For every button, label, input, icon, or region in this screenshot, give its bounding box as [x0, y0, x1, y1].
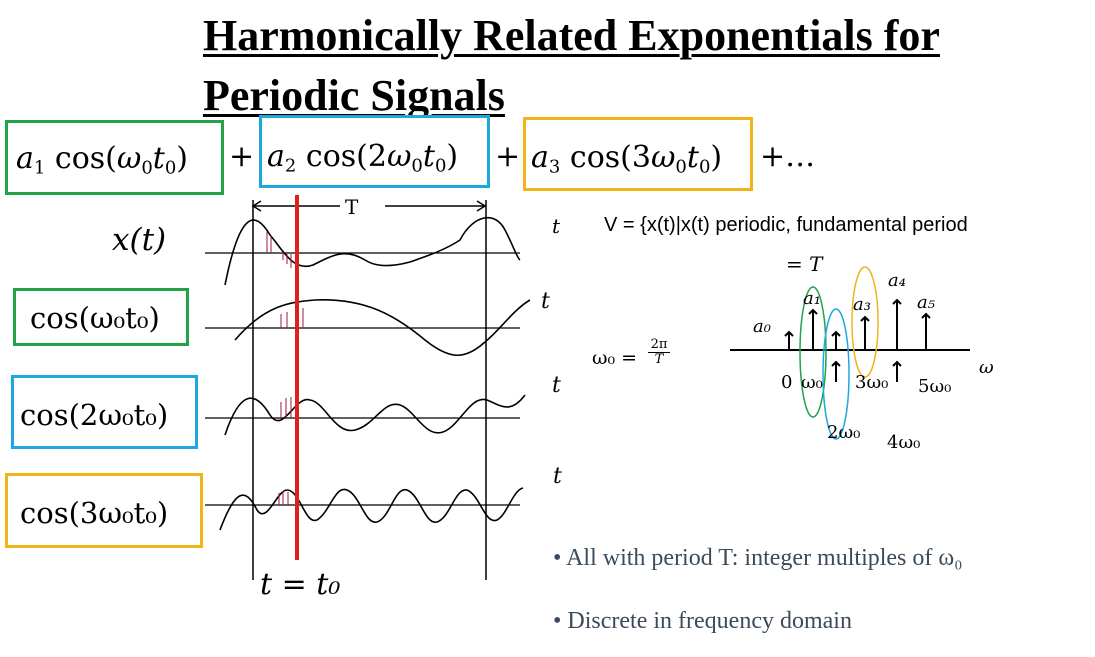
xt-shading	[266, 232, 292, 268]
omega0-numerator: 2π	[648, 338, 670, 353]
cos3-waveform	[219, 487, 524, 531]
tick-3omega0: 3ω₀	[855, 372, 888, 393]
term3-expression: a3 cos(3ω0t0)	[531, 143, 722, 176]
term2-omega: ω	[386, 139, 412, 174]
spectrum-spikes	[784, 298, 931, 382]
cos1-shading	[280, 308, 304, 328]
tick-2omega0: 2ω₀	[827, 422, 860, 443]
term3-func: cos(3	[569, 140, 651, 175]
cos1-label-box: cos(ω₀t₀)	[13, 288, 189, 346]
t-axis-label-2: t	[552, 373, 561, 398]
definition-set: V = {x(t)|x(t) periodic, fundamental per…	[604, 214, 968, 236]
term3-t-sub: 0	[698, 156, 711, 178]
plus-sign-1: +	[229, 139, 255, 174]
title-line-1: Harmonically Related Exponentials for	[203, 11, 940, 60]
definition-t-label: t	[552, 214, 561, 238]
term3-omega: ω	[650, 140, 676, 175]
bullet-1: • All with period T: integer multiples o…	[553, 545, 963, 572]
title-line-2: Periodic Signals	[203, 71, 505, 120]
term2-coef-sub: 2	[284, 155, 297, 177]
term2-close: )	[446, 139, 459, 174]
spectrum-ellipse-orange	[851, 266, 879, 378]
t-axis-label-1: t	[541, 289, 550, 314]
bullet-dot-2: •	[553, 608, 568, 634]
term3-t: t	[686, 140, 699, 175]
term1-func: cos(	[54, 141, 117, 176]
cos1-label: cos(ω₀t₀)	[30, 301, 160, 335]
term1-omega: ω	[116, 141, 142, 176]
cos3-label-box: cos(3ω₀t₀)	[5, 473, 203, 548]
omega0-fraction: 2π T	[648, 338, 670, 367]
period-arrowhead-right	[476, 200, 487, 212]
term1-box: a1 cos(ω0t0)	[5, 120, 224, 195]
term2-t: t	[422, 139, 435, 174]
t-axis-label-3: t	[553, 464, 562, 489]
term2-func: cos(2	[305, 139, 387, 174]
spectrum-ellipse-green	[799, 286, 827, 418]
term2-expression: a2 cos(2ω0t0)	[267, 142, 458, 175]
term1-t: t	[152, 141, 165, 176]
coef-a5: a₅	[917, 292, 935, 313]
omega-axis-label: ω	[979, 357, 994, 378]
coef-a4: a₄	[888, 270, 906, 291]
tick-5omega0: 5ω₀	[918, 376, 951, 397]
term3-coef: a	[531, 140, 549, 175]
tick-4omega0: 4ω₀	[887, 432, 920, 453]
omega0-denominator: T	[654, 352, 664, 367]
term3-omega-sub: 0	[675, 156, 687, 178]
tick-omega0: ω₀	[801, 372, 823, 393]
period-label: T	[345, 195, 359, 219]
cos2-waveform	[224, 394, 526, 436]
term1-expression: a1 cos(ω0t0)	[16, 144, 188, 177]
cos3-label: cos(3ω₀t₀)	[20, 496, 169, 530]
cos1-waveform	[234, 299, 531, 356]
t-equals-t0-label: t = t₀	[260, 567, 341, 602]
term2-t-sub: 0	[434, 155, 447, 177]
spectrum-ellipse-blue	[822, 308, 850, 440]
xt-waveform	[224, 216, 521, 286]
term2-omega-sub: 0	[411, 155, 423, 177]
x-of-t-label: x(t)	[112, 222, 167, 258]
cos2-label: cos(2ω₀t₀)	[20, 398, 169, 432]
omega0-definition: ω₀ =	[592, 347, 637, 369]
definition-set-line2: = T	[786, 252, 823, 276]
bullet-2: • Discrete in frequency domain	[553, 608, 852, 635]
term2-coef: a	[267, 139, 285, 174]
coef-a0: a₀	[753, 316, 771, 337]
spectrum-sketch: a₀ a₁ a₃ a₄ a₅ 0 ω₀ 3ω₀ 5ω₀ 2ω₀ 4ω₀ ω	[730, 266, 994, 453]
waveform-sketch: T t t t	[205, 195, 562, 580]
cos2-label-box: cos(2ω₀t₀)	[11, 375, 198, 449]
series-tail: +…	[760, 139, 816, 174]
plus-sign-2: +	[495, 139, 521, 174]
term1-coef-sub: 1	[33, 157, 46, 179]
term3-close: )	[710, 140, 723, 175]
term3-coef-sub: 3	[548, 156, 561, 178]
bullet-dot-1: •	[553, 545, 567, 571]
term1-t-sub: 0	[164, 157, 177, 179]
term1-coef: a	[16, 141, 34, 176]
term2-box: a2 cos(2ω0t0)	[259, 115, 490, 188]
tick-0: 0	[781, 372, 792, 393]
term1-close: )	[176, 141, 189, 176]
term3-box: a3 cos(3ω0t0)	[523, 117, 753, 191]
slide-title: Harmonically Related Exponentials for Pe…	[203, 6, 1023, 126]
term1-omega-sub: 0	[141, 157, 153, 179]
bullet-text-2: Discrete in frequency domain	[567, 608, 852, 634]
cos3-shading	[278, 491, 289, 505]
omega0-label: ω₀ =	[592, 347, 638, 369]
coef-a3: a₃	[853, 294, 871, 315]
coef-a1: a₁	[803, 288, 821, 309]
bullet-text-1: All with period T: integer multiples of …	[566, 545, 963, 571]
